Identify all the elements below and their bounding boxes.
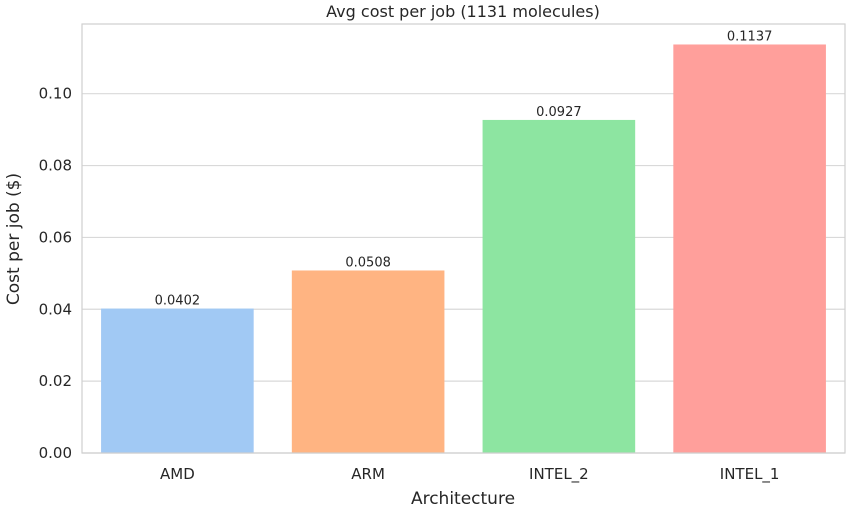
x-tick-label: INTEL_2 <box>529 465 589 484</box>
y-tick-labels: 0.00 0.02 0.04 0.06 0.08 0.10 <box>39 85 72 462</box>
y-axis-label: Cost per job ($) <box>4 173 24 305</box>
x-axis-label: Architecture <box>411 489 515 509</box>
y-tick-label: 0.08 <box>39 157 72 175</box>
y-tick-label: 0.06 <box>39 228 72 246</box>
bar-intel-2 <box>482 119 636 453</box>
data-labels: 0.0402 0.0508 0.0927 0.1137 <box>155 29 773 308</box>
chart-title: Avg cost per job (1131 molecules) <box>326 2 600 21</box>
bars <box>101 44 826 454</box>
x-tick-labels: AMD ARM INTEL_2 INTEL_1 <box>160 465 779 484</box>
x-tick-label: AMD <box>160 465 195 483</box>
bar-intel-1 <box>673 44 826 454</box>
bar-value-label: 0.0402 <box>155 294 201 309</box>
bar-amd <box>101 308 254 453</box>
bar-value-label: 0.0927 <box>536 105 582 120</box>
bar-value-label: 0.0508 <box>345 255 391 270</box>
x-tick-label: INTEL_1 <box>720 465 780 484</box>
y-tick-label: 0.02 <box>39 372 72 390</box>
plot-frame <box>81 23 846 454</box>
y-tick-label: 0.00 <box>39 444 72 462</box>
y-tick-label: 0.04 <box>39 300 72 318</box>
y-tick-label: 0.10 <box>39 85 72 103</box>
x-tick-label: ARM <box>351 465 385 483</box>
bar-arm <box>291 270 445 453</box>
bar-value-label: 0.1137 <box>727 29 773 44</box>
